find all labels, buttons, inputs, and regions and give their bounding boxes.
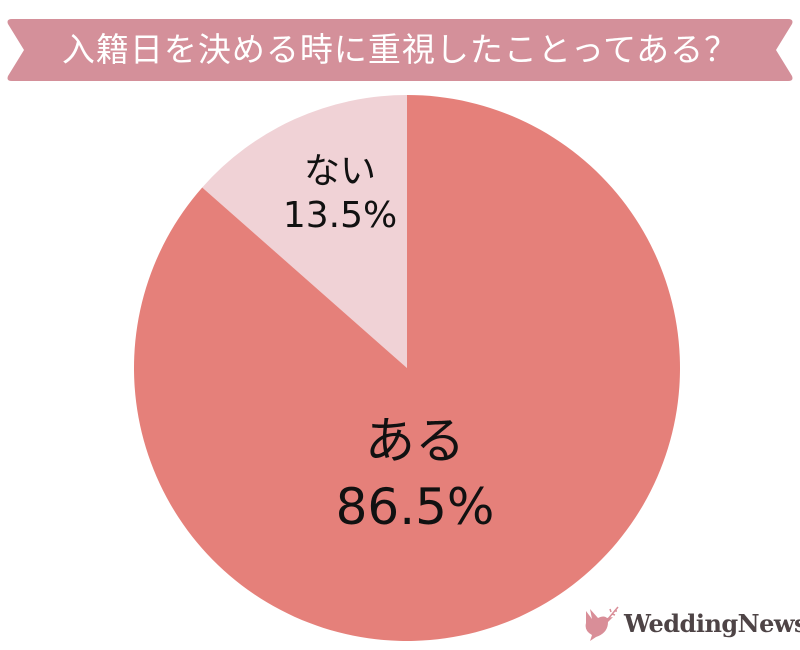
slice-label-nai: ない 13.5% [260, 150, 420, 238]
pie-slice-nai [202, 95, 407, 368]
logo-text: WeddingNews [624, 608, 800, 638]
slice-label-aru: ある 86.5% [300, 408, 530, 540]
slice-value: 86.5% [335, 478, 495, 536]
dove-icon [585, 606, 619, 641]
title-banner [7, 19, 793, 81]
weddingnews-logo: WeddingNews [580, 603, 800, 643]
slice-value: 13.5% [282, 195, 398, 236]
slice-name: ある [365, 412, 465, 470]
chart-title: 入籍日を決める時に重視したことってある？ [61, 30, 739, 69]
pie-slice-aru [133, 95, 680, 641]
slice-name: ない [303, 151, 376, 192]
